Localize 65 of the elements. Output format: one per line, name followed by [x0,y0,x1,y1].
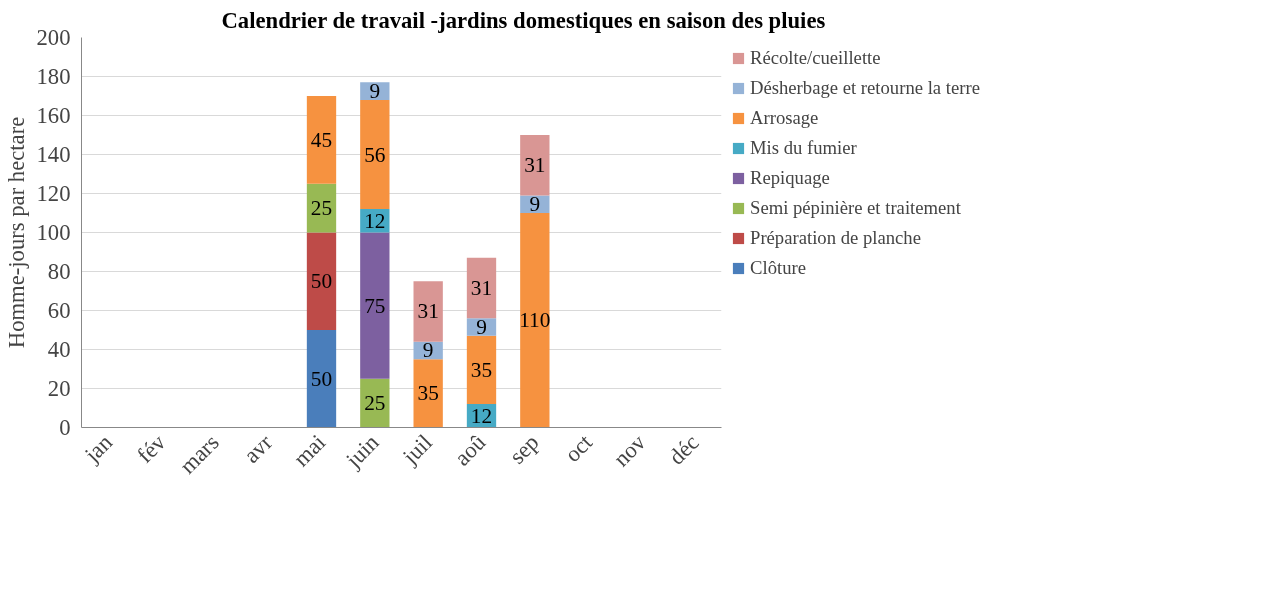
legend-label: Arrosage [750,107,819,129]
legend-label: Repiquage [750,167,830,189]
data-label: 31 [417,299,439,324]
bar [413,281,443,342]
data-label: 9 [369,79,381,104]
data-label: 56 [364,142,386,167]
data-label: 9 [476,315,487,340]
chart-title: Calendrier de travail -jardins domestiques en saison des pluies [221,7,826,33]
bar [360,232,390,379]
x-tick-label: nov [608,429,651,472]
data-label: 45 [310,127,333,152]
x-tick-label: sep [504,429,544,469]
data-label: 75 [364,293,386,318]
y-tick-label: 100 [36,220,71,245]
x-tick-label: juin [340,429,384,473]
data-label: 35 [470,357,493,382]
y-tick-label: 180 [36,64,71,89]
bar [413,359,443,428]
x-tick-label: juil [397,429,438,470]
legend-label: Préparation de planche [750,227,921,249]
x-tick-label: oct [559,429,598,467]
x-tick-label: fév [132,429,171,468]
data-label: 12 [364,208,386,233]
data-label: 25 [310,196,333,221]
legend-label: Semi pépinière et traitement [750,197,961,219]
y-tick-label: 120 [36,181,71,206]
data-label: 12 [470,403,493,428]
legend-label: Clôture [750,257,806,279]
x-tick-label: mars [174,429,224,479]
y-tick-label: 80 [47,259,71,284]
y-tick-label: 160 [36,103,71,128]
bar [466,335,497,405]
y-tick-label: 40 [47,337,71,362]
bar [466,257,497,319]
x-tick-label: jan [79,429,118,468]
bar [306,232,337,330]
data-label: 35 [417,381,439,406]
y-tick-label: 140 [36,142,71,167]
y-tick-label: 20 [47,376,71,401]
bar [306,330,337,428]
x-tick-label: mai [288,429,331,472]
data-label: 110 [519,308,551,333]
data-label: 9 [422,338,434,363]
data-label: 31 [524,153,546,178]
bar [520,135,550,196]
data-label: 9 [529,192,541,217]
bar [306,96,337,184]
data-label: 31 [470,276,493,301]
data-label: 25 [364,391,386,416]
data-label: 50 [310,269,333,294]
bar [360,378,390,428]
legend-label: Récolte/cueillette [750,47,881,69]
bar [360,99,390,210]
bar [306,183,337,233]
x-tick-label: déc [663,429,704,470]
legend-label: Mis du fumier [750,137,857,159]
x-tick-label: avr [238,429,278,468]
y-tick-label: 0 [59,415,71,440]
y-axis-title: Homme-jours par hectare [3,116,29,349]
legend-label: Désherbage et retourne la terre [750,77,980,99]
bar [520,213,550,428]
data-label: 50 [310,366,333,391]
y-tick-label: 200 [36,25,71,50]
x-tick-label: aoû [449,429,491,471]
y-tick-label: 60 [47,298,71,323]
